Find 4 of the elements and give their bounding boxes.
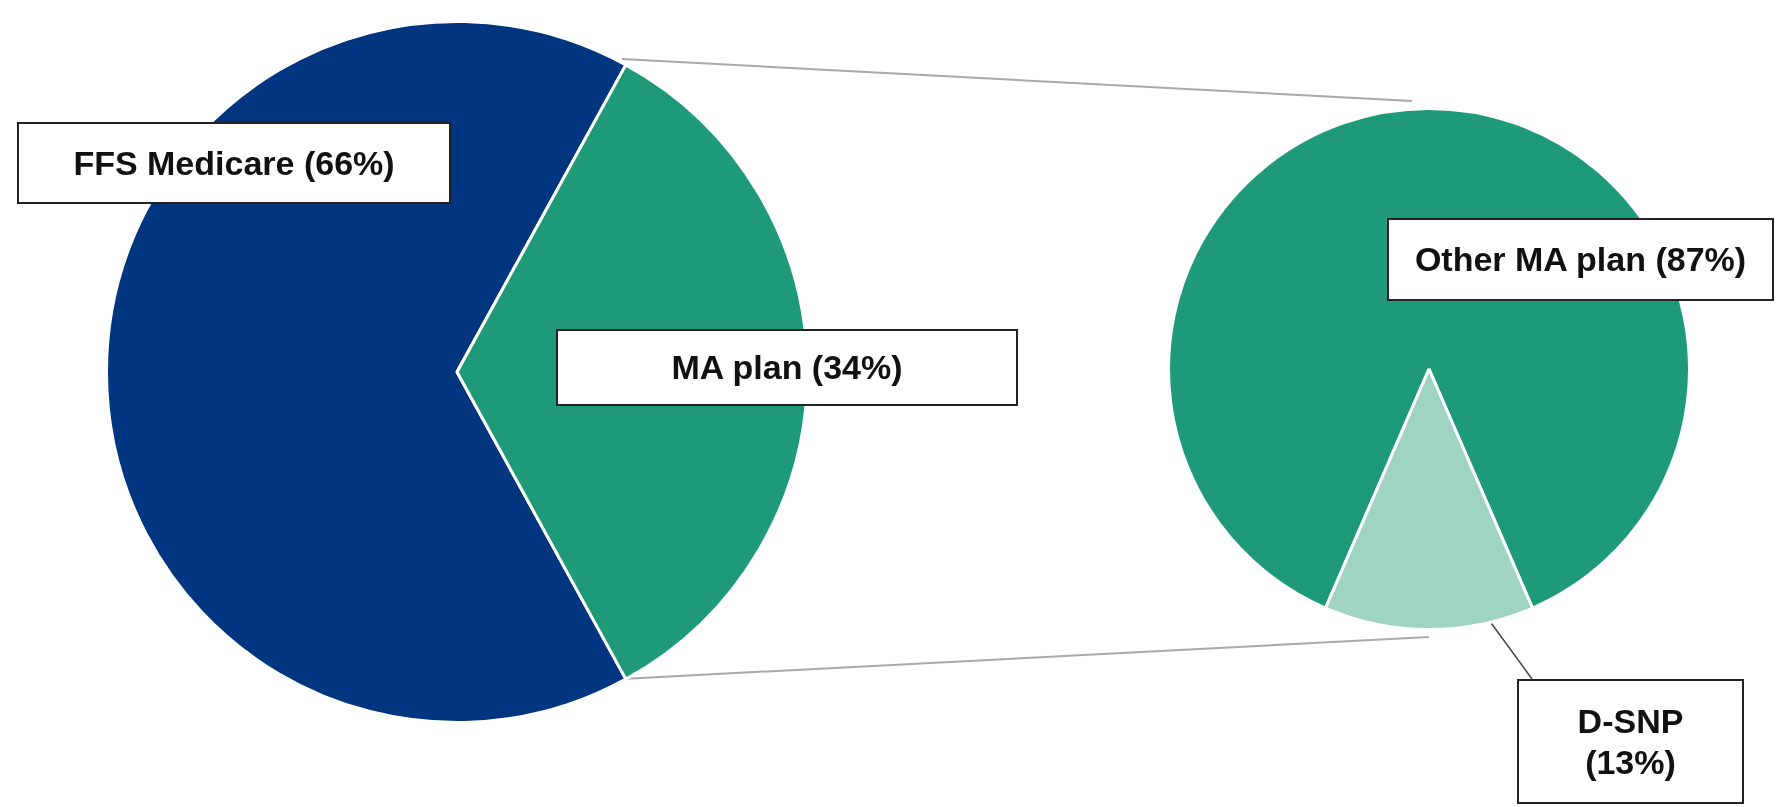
slice-label: D-SNP (13%) bbox=[1517, 679, 1744, 804]
slice-label: MA plan (34%) bbox=[556, 329, 1018, 406]
slice-label: Other MA plan (87%) bbox=[1387, 218, 1774, 301]
slice-label: FFS Medicare (66%) bbox=[17, 122, 451, 204]
